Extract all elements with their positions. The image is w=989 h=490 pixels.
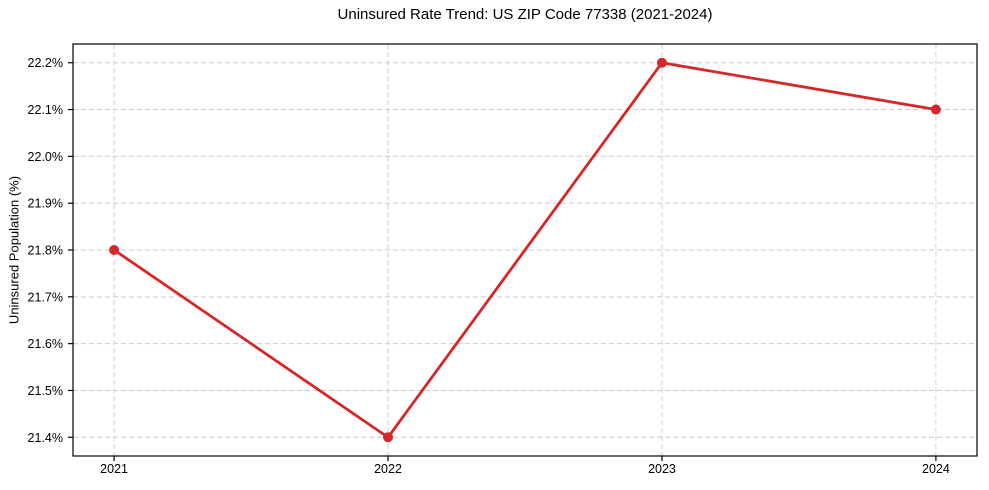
chart-title: Uninsured Rate Trend: US ZIP Code 77338 …	[337, 6, 713, 23]
y-tick-label: 21.9%	[28, 197, 63, 211]
y-tick-label: 21.8%	[28, 244, 63, 258]
data-point	[930, 104, 941, 115]
y-tick-label: 21.6%	[28, 337, 63, 351]
data-point	[109, 245, 120, 255]
x-tick-label: 2022	[374, 462, 402, 476]
x-tick-label: 2024	[922, 462, 950, 476]
y-tick-label: 22.1%	[28, 103, 63, 117]
x-tick-label: 2023	[648, 462, 676, 476]
x-tick-label: 2021	[100, 462, 128, 476]
y-tick-label: 21.5%	[28, 384, 63, 398]
y-tick-label: 21.4%	[28, 431, 63, 445]
trend-line	[112, 61, 938, 439]
data-point	[383, 432, 394, 443]
y-tick-label: 22.2%	[28, 56, 63, 70]
y-tick-label: 21.7%	[28, 290, 63, 304]
y-tick-label: 22.0%	[28, 150, 63, 164]
data-point	[656, 57, 667, 68]
